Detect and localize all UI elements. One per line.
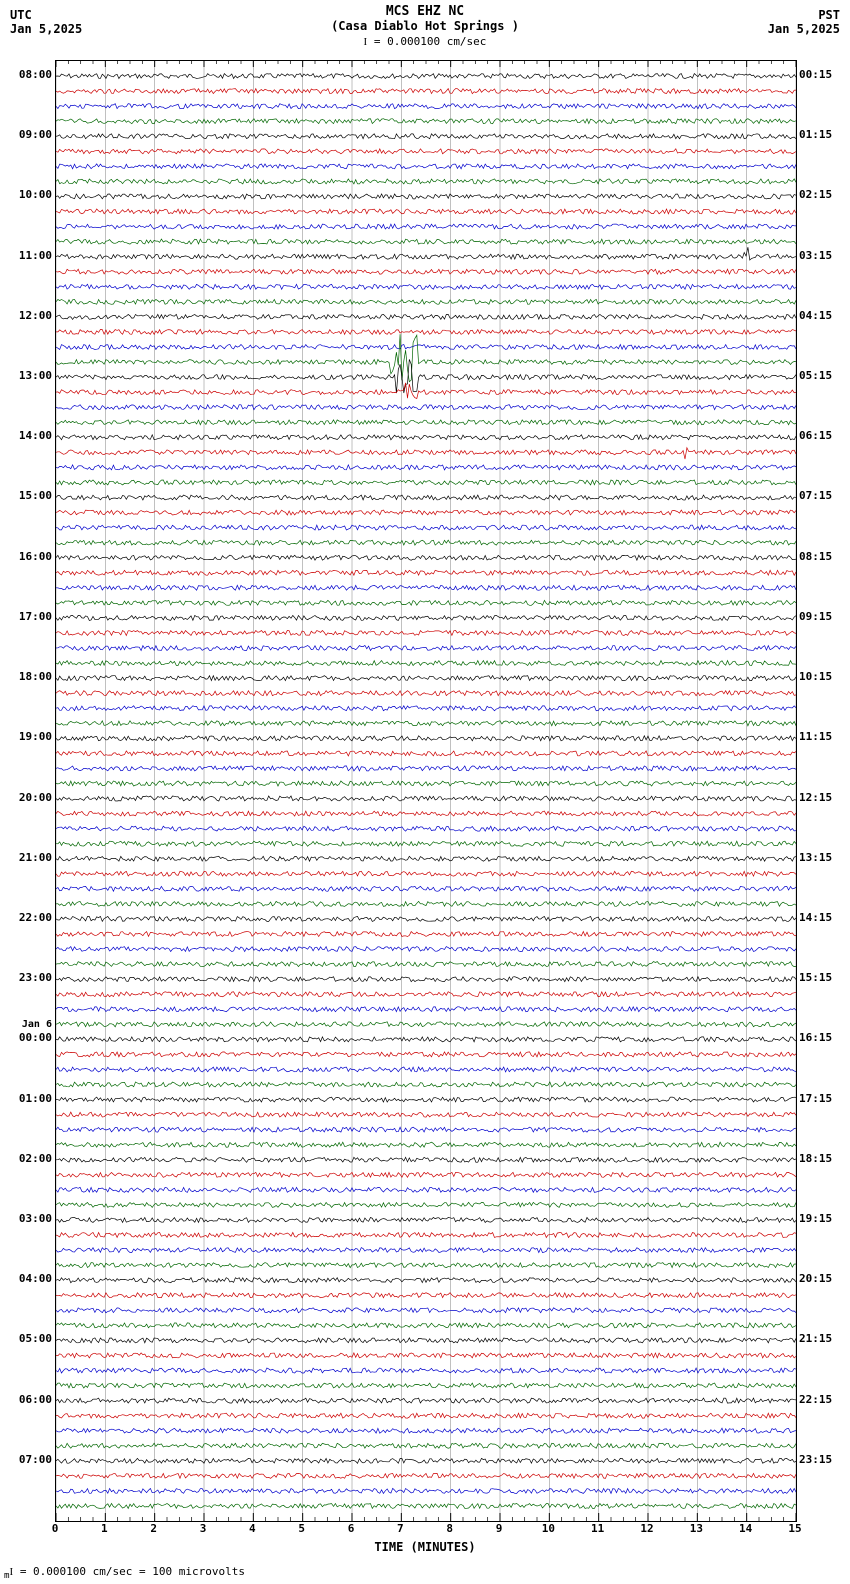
right-time-label: 00:15 (799, 68, 849, 81)
tz-left-date: Jan 5,2025 (10, 22, 82, 36)
left-time-label: 18:00 (2, 670, 52, 683)
left-time-label: 17:00 (2, 610, 52, 623)
right-time-label: 16:15 (799, 1031, 849, 1044)
right-time-label: 15:15 (799, 971, 849, 984)
right-time-label: 02:15 (799, 188, 849, 201)
left-date-label: Jan 6 (2, 1019, 52, 1030)
right-time-label: 10:15 (799, 670, 849, 683)
tz-left-label: UTC (10, 8, 32, 22)
right-time-label: 03:15 (799, 249, 849, 262)
x-tick-label: 15 (785, 1522, 805, 1535)
left-time-label: 07:00 (2, 1453, 52, 1466)
seismogram-container: UTC Jan 5,2025 PST Jan 5,2025 MCS EHZ NC… (0, 0, 850, 1584)
left-time-label: 03:00 (2, 1212, 52, 1225)
footer-text: = 0.000100 cm/sec = 100 microvolts (20, 1565, 245, 1578)
x-tick-label: 14 (736, 1522, 756, 1535)
right-time-label: 18:15 (799, 1152, 849, 1165)
x-axis-title: TIME (MINUTES) (0, 1540, 850, 1554)
right-time-label: 11:15 (799, 730, 849, 743)
left-time-label: 22:00 (2, 911, 52, 924)
right-time-label: 04:15 (799, 309, 849, 322)
left-time-label: 23:00 (2, 971, 52, 984)
x-tick-label: 1 (94, 1522, 114, 1535)
x-tick-label: 13 (686, 1522, 706, 1535)
right-time-label: 05:15 (799, 369, 849, 382)
right-time-label: 01:15 (799, 128, 849, 141)
x-tick-label: 3 (193, 1522, 213, 1535)
right-time-label: 19:15 (799, 1212, 849, 1225)
tz-right-label: PST (818, 8, 840, 22)
x-tick-label: 2 (144, 1522, 164, 1535)
right-time-label: 07:15 (799, 489, 849, 502)
left-time-label: 06:00 (2, 1393, 52, 1406)
x-tick-label: 6 (341, 1522, 361, 1535)
x-tick-label: 12 (637, 1522, 657, 1535)
station-code: MCS EHZ NC (0, 0, 850, 19)
left-time-label: 19:00 (2, 730, 52, 743)
right-time-label: 21:15 (799, 1332, 849, 1345)
right-time-label: 08:15 (799, 550, 849, 563)
left-time-label: 09:00 (2, 128, 52, 141)
left-time-label: 12:00 (2, 309, 52, 322)
right-time-label: 20:15 (799, 1272, 849, 1285)
footer-scale: mI = 0.000100 cm/sec = 100 microvolts (4, 1565, 245, 1581)
scale-line: I = 0.000100 cm/sec (0, 33, 850, 52)
scale-text: = 0.000100 cm/sec (374, 35, 487, 48)
x-tick-label: 11 (588, 1522, 608, 1535)
station-location: (Casa Diablo Hot Springs ) (0, 19, 850, 33)
left-time-label: 00:00 (2, 1031, 52, 1044)
timezone-right: PST Jan 5,2025 (768, 8, 840, 36)
right-time-label: 09:15 (799, 610, 849, 623)
left-time-label: 05:00 (2, 1332, 52, 1345)
left-time-label: 21:00 (2, 851, 52, 864)
seismogram-plot (55, 60, 797, 1522)
x-tick-label: 0 (45, 1522, 65, 1535)
right-time-label: 06:15 (799, 429, 849, 442)
left-time-label: 04:00 (2, 1272, 52, 1285)
tz-right-date: Jan 5,2025 (768, 22, 840, 36)
x-tick-label: 10 (538, 1522, 558, 1535)
left-time-label: 20:00 (2, 791, 52, 804)
right-time-label: 22:15 (799, 1393, 849, 1406)
right-time-label: 17:15 (799, 1092, 849, 1105)
left-time-label: 01:00 (2, 1092, 52, 1105)
right-time-label: 14:15 (799, 911, 849, 924)
left-time-label: 15:00 (2, 489, 52, 502)
right-time-label: 12:15 (799, 791, 849, 804)
left-time-label: 16:00 (2, 550, 52, 563)
x-tick-label: 9 (489, 1522, 509, 1535)
left-time-label: 08:00 (2, 68, 52, 81)
x-tick-label: 7 (390, 1522, 410, 1535)
x-tick-label: 8 (440, 1522, 460, 1535)
left-time-label: 10:00 (2, 188, 52, 201)
left-time-label: 13:00 (2, 369, 52, 382)
right-time-label: 13:15 (799, 851, 849, 864)
left-time-label: 14:00 (2, 429, 52, 442)
left-time-label: 02:00 (2, 1152, 52, 1165)
timezone-left: UTC Jan 5,2025 (10, 8, 82, 36)
x-tick-label: 4 (242, 1522, 262, 1535)
right-time-label: 23:15 (799, 1453, 849, 1466)
scale-prefix: I (364, 36, 368, 48)
footer-prefix: I (10, 1566, 14, 1578)
left-time-label: 11:00 (2, 249, 52, 262)
x-tick-label: 5 (292, 1522, 312, 1535)
